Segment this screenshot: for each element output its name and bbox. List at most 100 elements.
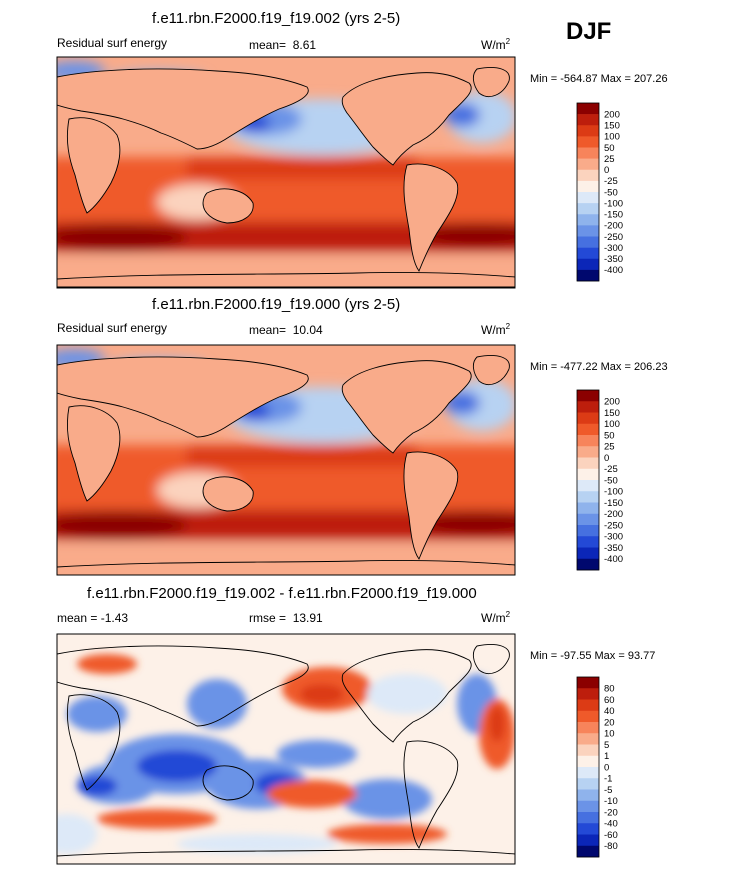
colorbar-frame [576, 102, 600, 282]
colorbar-tick-label: 150 [604, 408, 620, 419]
panel-2-mean-value: 10.04 [292, 323, 323, 337]
colorbar-swatch [577, 767, 599, 779]
panel-1-mean: mean= 8.61 [249, 38, 316, 52]
colorbar-tick-label: 200 [604, 109, 620, 120]
colorbar-tick-label: 20 [604, 717, 615, 728]
panel-2-units-sup: 2 [505, 322, 511, 331]
map-panel-2 [57, 345, 515, 575]
panel-1-title: f.e11.rbn.F2000.f19_f19.002 (yrs 2-5) [152, 10, 401, 27]
colorbar-tick-label: 25 [604, 154, 615, 165]
colorbar-tick-label: 200 [604, 397, 620, 408]
colorbar-swatch [577, 722, 599, 734]
panel-2-units-text: W/m [481, 323, 506, 337]
colorbar-tick-label: -150 [604, 210, 623, 221]
map-panel-3 [57, 634, 515, 864]
colorbar-tick-label: 0 [604, 453, 609, 464]
colorbar-tick-label: -80 [604, 841, 618, 852]
colorbar-swatch [577, 446, 599, 458]
colorbar-tick-label: 5 [604, 740, 609, 751]
colorbar-swatch [577, 710, 599, 723]
colorbar-tick-label: -250 [604, 232, 623, 243]
colorbar-tick-label: -25 [604, 176, 618, 187]
colorbar-tick-label: 25 [604, 442, 615, 453]
colorbar-swatch [577, 103, 599, 115]
colorbar-swatch [577, 536, 599, 548]
panel-2-units: W/m2 [481, 322, 510, 337]
colorbar-swatch [577, 192, 599, 204]
colorbar-tick-label: -20 [604, 807, 618, 818]
colorbar-swatch [577, 203, 599, 215]
panel-3-units: W/m2 [481, 610, 510, 625]
colorbar-swatch [577, 800, 599, 813]
panel-1-units-sup: 2 [505, 37, 511, 46]
colorbar-swatch [577, 423, 599, 436]
panel-3-mean: mean = -1.43 [57, 611, 129, 625]
colorbar-swatch [577, 236, 599, 248]
colorbar-swatch [577, 412, 599, 425]
colorbar-tick-label: 0 [604, 762, 609, 773]
colorbar-tick-label: -5 [604, 785, 612, 796]
colorbar-1: 20015010050250-25-50-100-150-200-250-300… [576, 102, 623, 282]
map-panel-1-frame [56, 56, 516, 289]
panel-2-title: f.e11.rbn.F2000.f19_f19.000 (yrs 2-5) [152, 296, 401, 313]
colorbar-tick-label: -300 [604, 243, 623, 254]
panel-1-variable-label: Residual surf energy [57, 36, 168, 50]
colorbar-frame [576, 676, 600, 858]
colorbar-swatch [577, 733, 599, 745]
colorbar-tick-label: -100 [604, 198, 623, 209]
colorbar-swatch [577, 401, 599, 413]
panel-2-mean: mean= 10.04 [249, 323, 323, 337]
colorbar-tick-label: 10 [604, 729, 615, 740]
colorbar-swatch [577, 699, 599, 712]
colorbar-swatch [577, 558, 599, 571]
colorbar-tick-label: -100 [604, 487, 623, 498]
colorbar-swatch [577, 789, 599, 802]
colorbar-tick-label: 100 [604, 419, 620, 430]
colorbar-swatch [577, 845, 599, 858]
panel-1-minmax: Min = -564.87 Max = 207.26 [530, 73, 668, 85]
colorbar-tick-label: -25 [604, 464, 618, 475]
colorbar-tick-label: -10 [604, 796, 618, 807]
colorbar-swatch [577, 525, 599, 537]
colorbar-tick-label: 150 [604, 121, 620, 132]
colorbar-swatch [577, 136, 599, 148]
panel-3-rmse-label: rmse = [249, 611, 287, 625]
colorbar-frame [576, 389, 600, 571]
colorbar-tick-label: -1 [604, 774, 612, 785]
panel-1-mean-label: mean= [249, 38, 287, 52]
colorbar-swatch [577, 823, 599, 835]
colorbar-tick-label: -50 [604, 187, 618, 198]
panel-3-units-sup: 2 [505, 610, 511, 619]
colorbar-tick-label: -40 [604, 819, 618, 830]
colorbar-swatch [577, 258, 599, 271]
colorbar-2: 20015010050250-25-50-100-150-200-250-300… [576, 389, 623, 571]
panel-3-rmse-value: 13.91 [292, 611, 323, 625]
panel-2-minmax: Min = -477.22 Max = 206.23 [530, 361, 668, 373]
panel-1-units-text: W/m [481, 38, 506, 52]
colorbar-swatch [577, 677, 599, 689]
colorbar-tick-label: -200 [604, 221, 623, 232]
colorbar-swatch [577, 390, 599, 402]
colorbar-swatch [577, 778, 599, 790]
colorbar-swatch [577, 744, 599, 757]
colorbar-swatch [577, 513, 599, 526]
colorbar-swatch [577, 468, 599, 481]
panel-3-minmax: Min = -97.55 Max = 93.77 [530, 650, 656, 662]
panel-3-rmse: rmse = 13.91 [249, 611, 323, 625]
colorbar-swatch [577, 688, 599, 700]
colorbar-tick-label: 50 [604, 143, 615, 154]
colorbar-swatch [577, 834, 599, 847]
colorbar-tick-label: 1 [604, 751, 609, 762]
panel-1-mean-value: 8.61 [292, 38, 317, 52]
colorbar-tick-label: -250 [604, 520, 623, 531]
season-label: DJF [566, 18, 612, 45]
panel-2-variable-label: Residual surf energy [57, 321, 168, 335]
colorbar-tick-label: 60 [604, 695, 615, 706]
colorbar-swatch [577, 225, 599, 237]
colorbar-swatch [577, 547, 599, 560]
colorbar-swatch [577, 491, 599, 503]
colorbar-swatch [577, 269, 599, 282]
colorbar-tick-label: 80 [604, 684, 615, 695]
map-panel-3-frame [56, 633, 516, 865]
